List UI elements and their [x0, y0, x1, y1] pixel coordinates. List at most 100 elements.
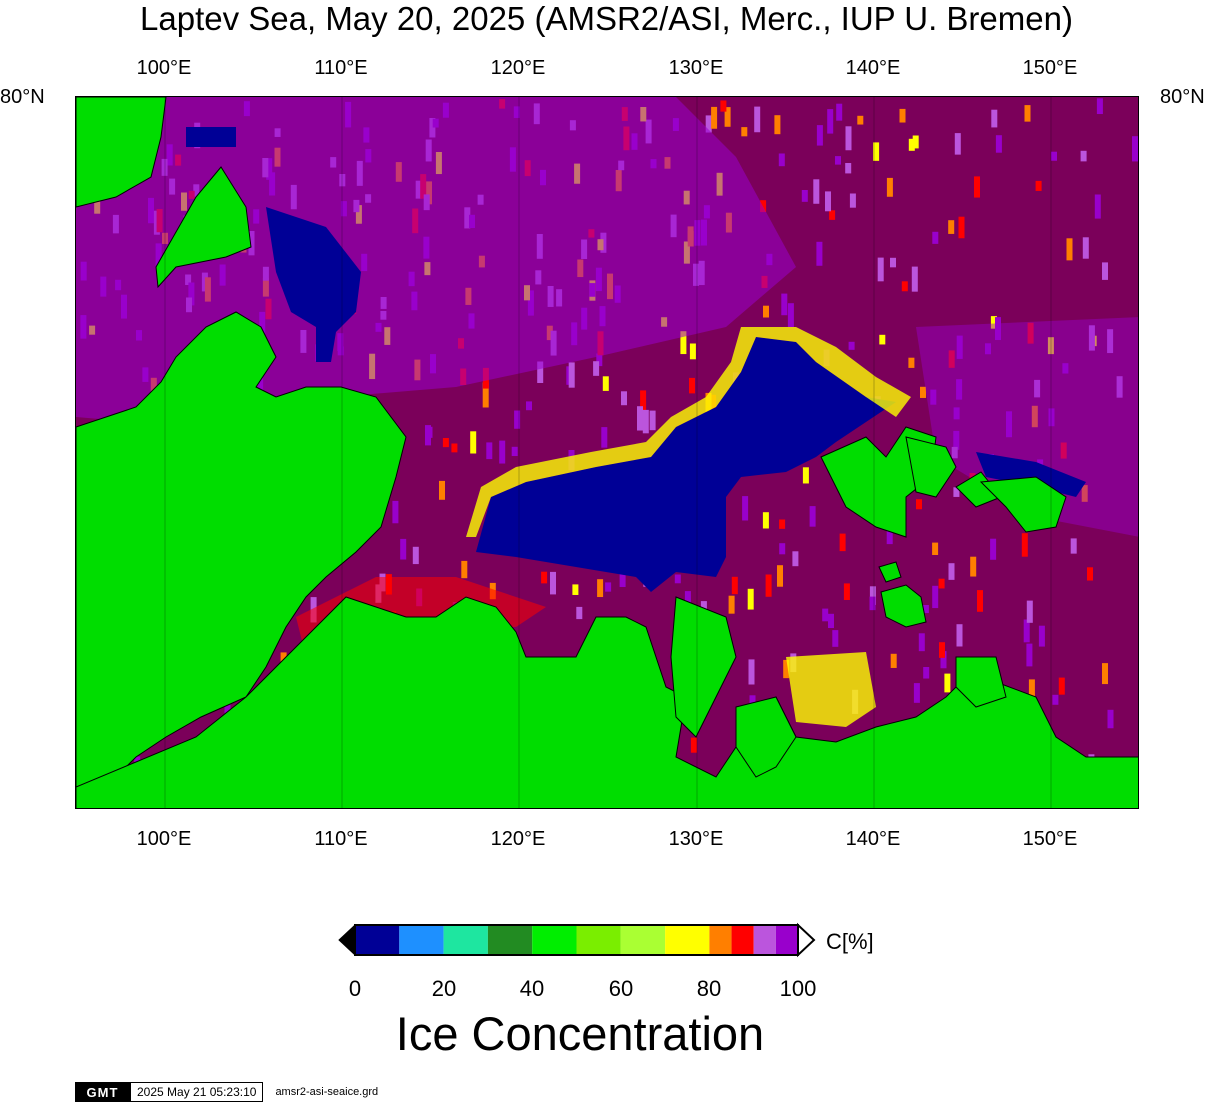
colorbar-segment [355, 925, 400, 955]
ice-pixel [816, 241, 823, 266]
ice-pixel [802, 467, 809, 484]
ice-pixel [640, 390, 647, 412]
polynya-north-west [186, 127, 236, 147]
ice-pixel [1062, 363, 1069, 374]
timestamp-text: 2025 May 21 05:23:10 [130, 1082, 264, 1102]
landmass-olenek-coast [670, 596, 737, 738]
ice-pixel [813, 179, 820, 204]
ice-pixel [948, 220, 955, 234]
ice-pixel [511, 446, 518, 457]
ice-pixel [923, 667, 930, 679]
ice-pixel [731, 576, 738, 595]
ice-pixel [1096, 98, 1103, 115]
polynya-taymyr [266, 207, 361, 362]
ice-pixel [958, 216, 965, 239]
lon-tick-top-130: 130°E [668, 57, 724, 79]
ice-pixel [1031, 405, 1038, 428]
ice-pixel [637, 406, 643, 431]
landmass-bolshoy-lyakhovsky [878, 561, 902, 583]
ice-pixel [839, 533, 846, 552]
ice-pixel [953, 430, 960, 450]
ice-pixel [1028, 679, 1035, 700]
ice-pixel [392, 500, 399, 524]
ice-pixel [913, 683, 920, 703]
lon-tick-top-120: 120°E [490, 57, 546, 79]
ice-pixel [843, 583, 850, 600]
ice-pixel [911, 266, 918, 292]
ice-pixel [829, 210, 836, 220]
ice-pixel [890, 257, 896, 268]
ice-pixel [787, 303, 794, 328]
ice-pixel [991, 109, 998, 128]
ice-pixel [1023, 619, 1030, 643]
ice-pixel [747, 588, 754, 610]
ice-pixel [953, 487, 960, 497]
ice-pixel [605, 582, 612, 592]
colorbar-right-triangle [797, 922, 816, 958]
ice-pixel [1132, 136, 1138, 162]
ice-pixel [932, 585, 939, 609]
colorbar-segment [665, 925, 710, 955]
ice-pixel [754, 106, 761, 133]
ice-pixel [568, 362, 575, 388]
ice-pixel [700, 601, 707, 613]
ice-pixel [720, 100, 727, 112]
ice-pixel [954, 133, 961, 155]
ice-pixel [514, 410, 521, 429]
ice-pixel [845, 163, 852, 174]
ice-pixel [576, 606, 583, 620]
ice-pixel [886, 177, 893, 197]
ice-pixel [760, 200, 767, 213]
ice-pixel [1094, 194, 1101, 219]
colorbar-segment [775, 925, 798, 955]
ice-pixel [1021, 533, 1028, 557]
ice-pixel [1024, 105, 1031, 122]
ice-pixel [1116, 376, 1123, 398]
landmass-new-siberian-island [905, 436, 957, 498]
ice-pixel [1006, 411, 1012, 438]
ice-pixel [486, 442, 493, 460]
lon-tick-bottom-110: 110°E [314, 828, 368, 850]
ice-pixel [1051, 151, 1057, 161]
colorbar-segment [620, 925, 666, 955]
lon-tick-bottom-140: 140°E [845, 828, 901, 850]
lat-label-left: 80°N [0, 86, 45, 108]
ice-pixel [940, 651, 947, 669]
ice-pixel [1060, 442, 1067, 459]
ice-pixel [621, 391, 627, 406]
colorbar-segment [443, 925, 488, 955]
ice-pixel [1037, 459, 1044, 468]
ice-pixel [1047, 337, 1054, 355]
ice-pixel [792, 551, 799, 567]
lena-delta-ice [786, 652, 876, 727]
ice-pixel [779, 519, 786, 529]
ice-pixel [835, 156, 841, 165]
ice-pixel [918, 633, 925, 652]
ice-pixel [990, 538, 997, 560]
ice-pixel [550, 571, 556, 595]
ice-pixel [848, 341, 855, 350]
ice-pixel [920, 386, 926, 398]
ice-pixel [879, 334, 886, 345]
ice-pixel [499, 440, 506, 464]
ice-pixel [482, 382, 489, 408]
ice-pixel [1027, 322, 1034, 344]
ice-pixel [674, 574, 681, 584]
ice-pixel [825, 191, 831, 212]
ice-pixel [1026, 600, 1033, 623]
ice-pixel [873, 142, 880, 161]
colorbar-segment [487, 925, 533, 955]
ice-pixel [890, 653, 897, 668]
lon-tick-top-150: 150°E [1022, 57, 1078, 79]
ice-pixel [400, 538, 407, 560]
ice-pixel [602, 376, 609, 391]
colorbar-segment [709, 925, 732, 955]
ice-pixel [901, 281, 908, 292]
ice-pixel [541, 571, 548, 584]
ice-pixel [939, 642, 945, 658]
ice-pixel [1052, 694, 1059, 705]
ice-pixel [886, 521, 893, 545]
colorbar-tick-100: 100 [779, 976, 817, 1001]
ice-pixel [849, 193, 856, 208]
colorbar-segment [576, 925, 621, 955]
